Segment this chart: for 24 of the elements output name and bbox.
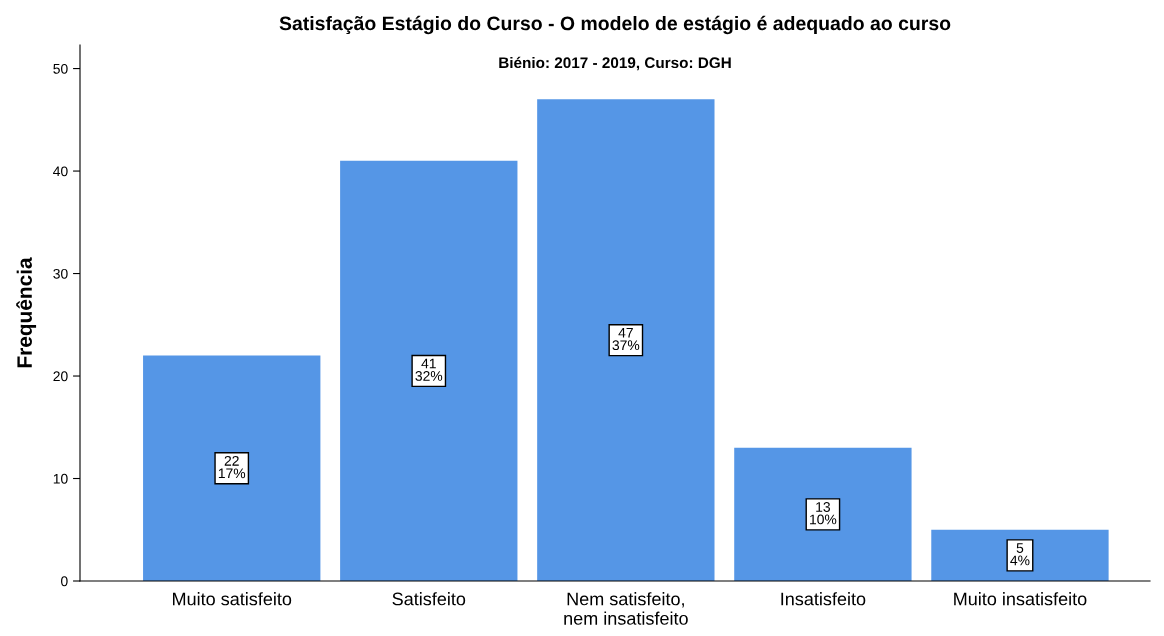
data-label: 41 32% (415, 358, 443, 381)
y-tick-label: 40 (53, 166, 68, 177)
y-axis-title: Frequência (16, 257, 37, 368)
bar (537, 99, 715, 581)
y-tick-label: 10 (53, 473, 68, 484)
y-tick-label: 0 (61, 576, 68, 587)
bar (340, 160, 518, 581)
y-tick-label: 20 (53, 371, 68, 382)
data-label: 13 10% (810, 502, 837, 525)
data-label: 22 17% (218, 455, 246, 479)
text: Biénio: 2017 - 2019, Curso: DGH (499, 56, 731, 71)
x-tick-label: Nem satisfeito, nem insatisfeito (564, 592, 688, 625)
y-tick-label: 50 (53, 63, 68, 74)
chart-title: Satisfação Estágio do Curso - O modelo de estágio é adequado ao curso (279, 15, 951, 35)
bar (931, 529, 1109, 581)
x-tick-label: Insatisfeito (781, 592, 866, 606)
x-tick-label: Satisfeito (392, 592, 466, 606)
y-tick-label: 30 (53, 268, 68, 279)
data-label: 47 37% (612, 327, 640, 351)
x-tick-label: Muito insatisfeito (954, 592, 1087, 606)
x-tick-label: Muito satisfeito (173, 592, 292, 606)
bar (734, 447, 912, 581)
data-label: 5 4% (1010, 543, 1030, 566)
bar (143, 355, 321, 581)
